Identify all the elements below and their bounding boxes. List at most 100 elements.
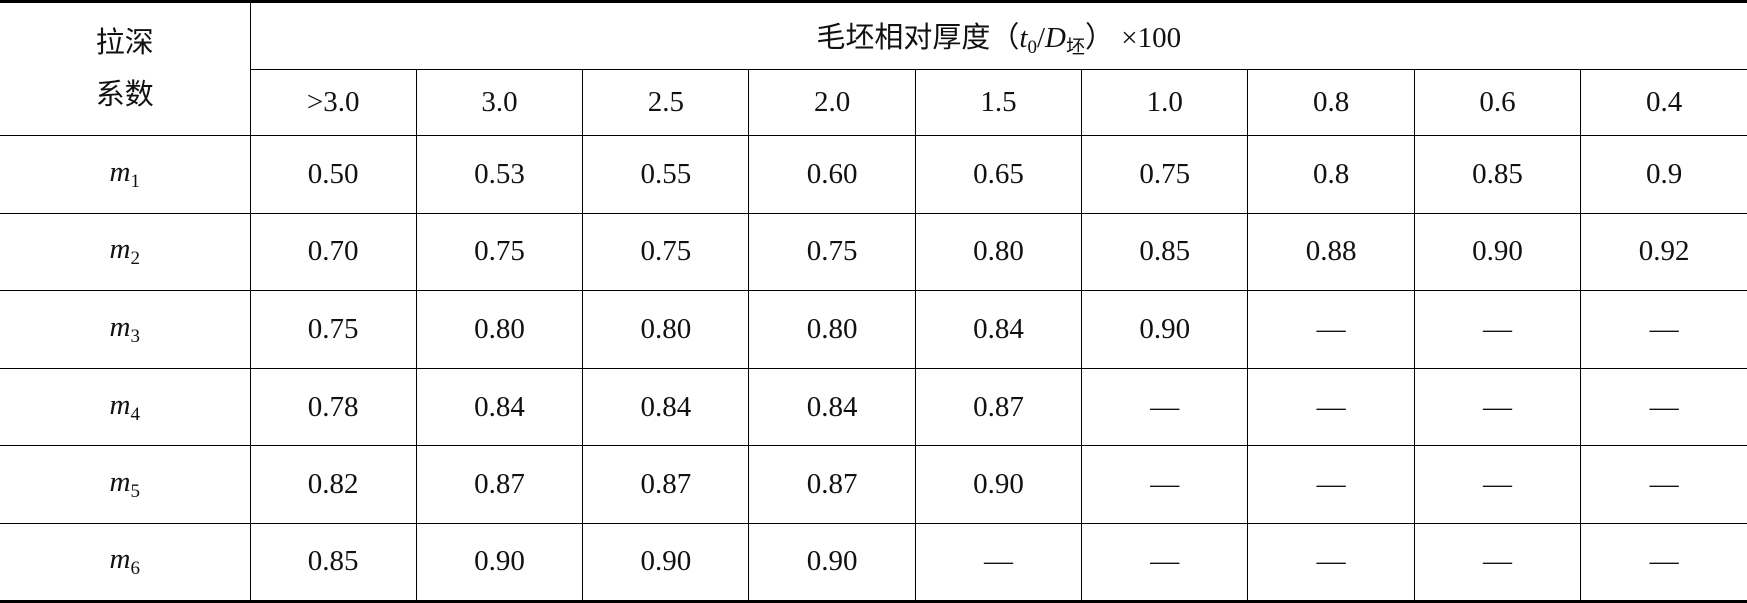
value-cell: 0.87 — [914, 367, 1083, 447]
row-label-subscript: 1 — [130, 170, 140, 192]
value-cell: 0.75 — [582, 212, 750, 292]
value-cell: — — [1081, 522, 1249, 602]
value-cell: — — [1247, 367, 1415, 447]
value-cell: 0.80 — [415, 290, 584, 369]
value-cell: 0.75 — [748, 212, 916, 292]
value-cell: 0.80 — [748, 290, 916, 369]
column-header: >3.0 — [250, 69, 417, 136]
column-header: 0.8 — [1247, 69, 1415, 136]
value-cell: 0.90 — [582, 522, 750, 602]
column-header: 1.5 — [914, 69, 1083, 136]
value-cell: 0.90 — [1081, 290, 1249, 369]
data-row: m2 0.70 0.75 0.75 0.75 0.80 0.85 0.88 0.90 0.92 — [0, 212, 1747, 292]
row-label: m — [109, 233, 131, 266]
value-cell: 0.8 — [1247, 135, 1415, 214]
group-header-text: ） ×100 — [1085, 21, 1182, 54]
data-row: m6 0.85 0.90 0.90 0.90— — — — — — [0, 522, 1747, 602]
value-cell: 0.87 — [415, 445, 584, 524]
value-cell: 0.65 — [914, 135, 1083, 214]
value-cell: 0.87 — [748, 445, 916, 524]
symbol: D — [1045, 21, 1066, 54]
value-cell: 0.75 — [415, 212, 584, 292]
row-label-subscript: 6 — [130, 558, 140, 580]
column-header: 0.4 — [1580, 69, 1747, 136]
row-header-line: 系数 — [95, 79, 154, 111]
group-header-text: 毛坯相对厚度（ — [816, 21, 1020, 54]
data-row: m3 0.75 0.80 0.80 0.80 0.84 0.90— — — — [0, 290, 1747, 369]
value-cell: — — [1580, 522, 1747, 602]
value-cell: 0.85 — [1413, 135, 1582, 214]
subscript: 坯 — [1065, 36, 1085, 58]
value-cell: 0.78 — [249, 367, 417, 447]
row-label-cell: m3 — [0, 290, 251, 369]
column-header: 3.0 — [415, 69, 584, 136]
value-cell: — — [1580, 290, 1747, 369]
value-cell: — — [1081, 445, 1249, 524]
value-cell: 0.60 — [748, 135, 916, 214]
row-label: m — [109, 310, 131, 343]
value-cell: 0.75 — [249, 290, 417, 369]
row-label: m — [109, 155, 131, 188]
value-cell: 0.75 — [1081, 135, 1249, 214]
row-label-cell: m2 — [0, 212, 251, 292]
value-cell: 0.90 — [914, 445, 1083, 524]
value-cell: 0.80 — [582, 290, 750, 369]
row-header-cell: 拉深 系数 — [0, 1, 251, 136]
value-cell: 0.90 — [748, 522, 916, 602]
value-cell: — — [1413, 367, 1582, 447]
value-cell: — — [1247, 445, 1415, 524]
value-cell: 0.55 — [582, 135, 750, 214]
value-cell: 0.84 — [415, 367, 584, 447]
data-row: m5 0.82 0.87 0.87 0.87 0.90— — — — — [0, 445, 1747, 524]
value-cell: 0.84 — [914, 290, 1083, 369]
data-row: m1 0.50 0.53 0.55 0.60 0.65 0.75 0.8 0.85 0.9 — [0, 135, 1747, 214]
column-header: 2.0 — [748, 69, 916, 136]
row-label: m — [109, 466, 131, 499]
value-cell: 0.53 — [415, 135, 584, 214]
row-label-cell: m6 — [0, 522, 251, 602]
row-label-cell: m5 — [0, 445, 251, 524]
slash: / — [1036, 21, 1046, 54]
data-row: m4 0.78 0.84 0.84 0.84 0.87— — — — — [0, 367, 1747, 447]
row-label-subscript: 3 — [130, 325, 140, 347]
row-label-cell: m1 — [0, 135, 251, 214]
row-label: m — [109, 388, 131, 421]
value-cell: — — [914, 522, 1083, 602]
value-cell: — — [1580, 367, 1747, 447]
row-label-cell: m4 — [0, 367, 251, 447]
value-cell: 0.9 — [1580, 135, 1747, 214]
value-cell: — — [1413, 445, 1582, 524]
value-cell: 0.80 — [914, 212, 1083, 292]
group-header-cell: 毛坯相对厚度（t0/D坯） ×100 — [249, 1, 1747, 70]
value-cell: — — [1247, 290, 1415, 369]
value-cell: 0.85 — [249, 522, 417, 602]
subscript: 0 — [1027, 36, 1037, 58]
value-cell: 0.50 — [249, 135, 417, 214]
value-cell: 0.84 — [748, 367, 916, 447]
column-header-row: >3.0 3.0 2.5 2.0 1.5 1.0 0.8 0.6 0.4 — [0, 69, 1747, 136]
value-cell: — — [1580, 445, 1747, 524]
row-label-subscript: 2 — [130, 248, 140, 270]
value-cell: 0.90 — [1413, 212, 1582, 292]
value-cell: 0.70 — [249, 212, 417, 292]
value-cell: 0.92 — [1580, 212, 1747, 292]
value-cell: — — [1081, 367, 1249, 447]
value-cell: 0.88 — [1247, 212, 1415, 292]
value-cell: — — [1413, 290, 1582, 369]
row-header-line: 拉深 — [95, 27, 154, 59]
value-cell: 0.82 — [249, 445, 417, 524]
column-header: 1.0 — [1081, 69, 1249, 136]
value-cell: 0.87 — [582, 445, 750, 524]
symbol: t — [1019, 21, 1028, 54]
row-label-subscript: 5 — [130, 481, 140, 503]
value-cell: 0.84 — [582, 367, 750, 447]
value-cell: 0.90 — [415, 522, 584, 602]
header-row: 拉深 系数 毛坯相对厚度（t0/D坯） ×100 — [0, 1, 1747, 136]
row-label: m — [109, 543, 131, 576]
value-cell: — — [1247, 522, 1415, 602]
row-label-subscript: 4 — [130, 403, 140, 425]
value-cell: — — [1413, 522, 1582, 602]
column-header: 2.5 — [582, 69, 750, 136]
